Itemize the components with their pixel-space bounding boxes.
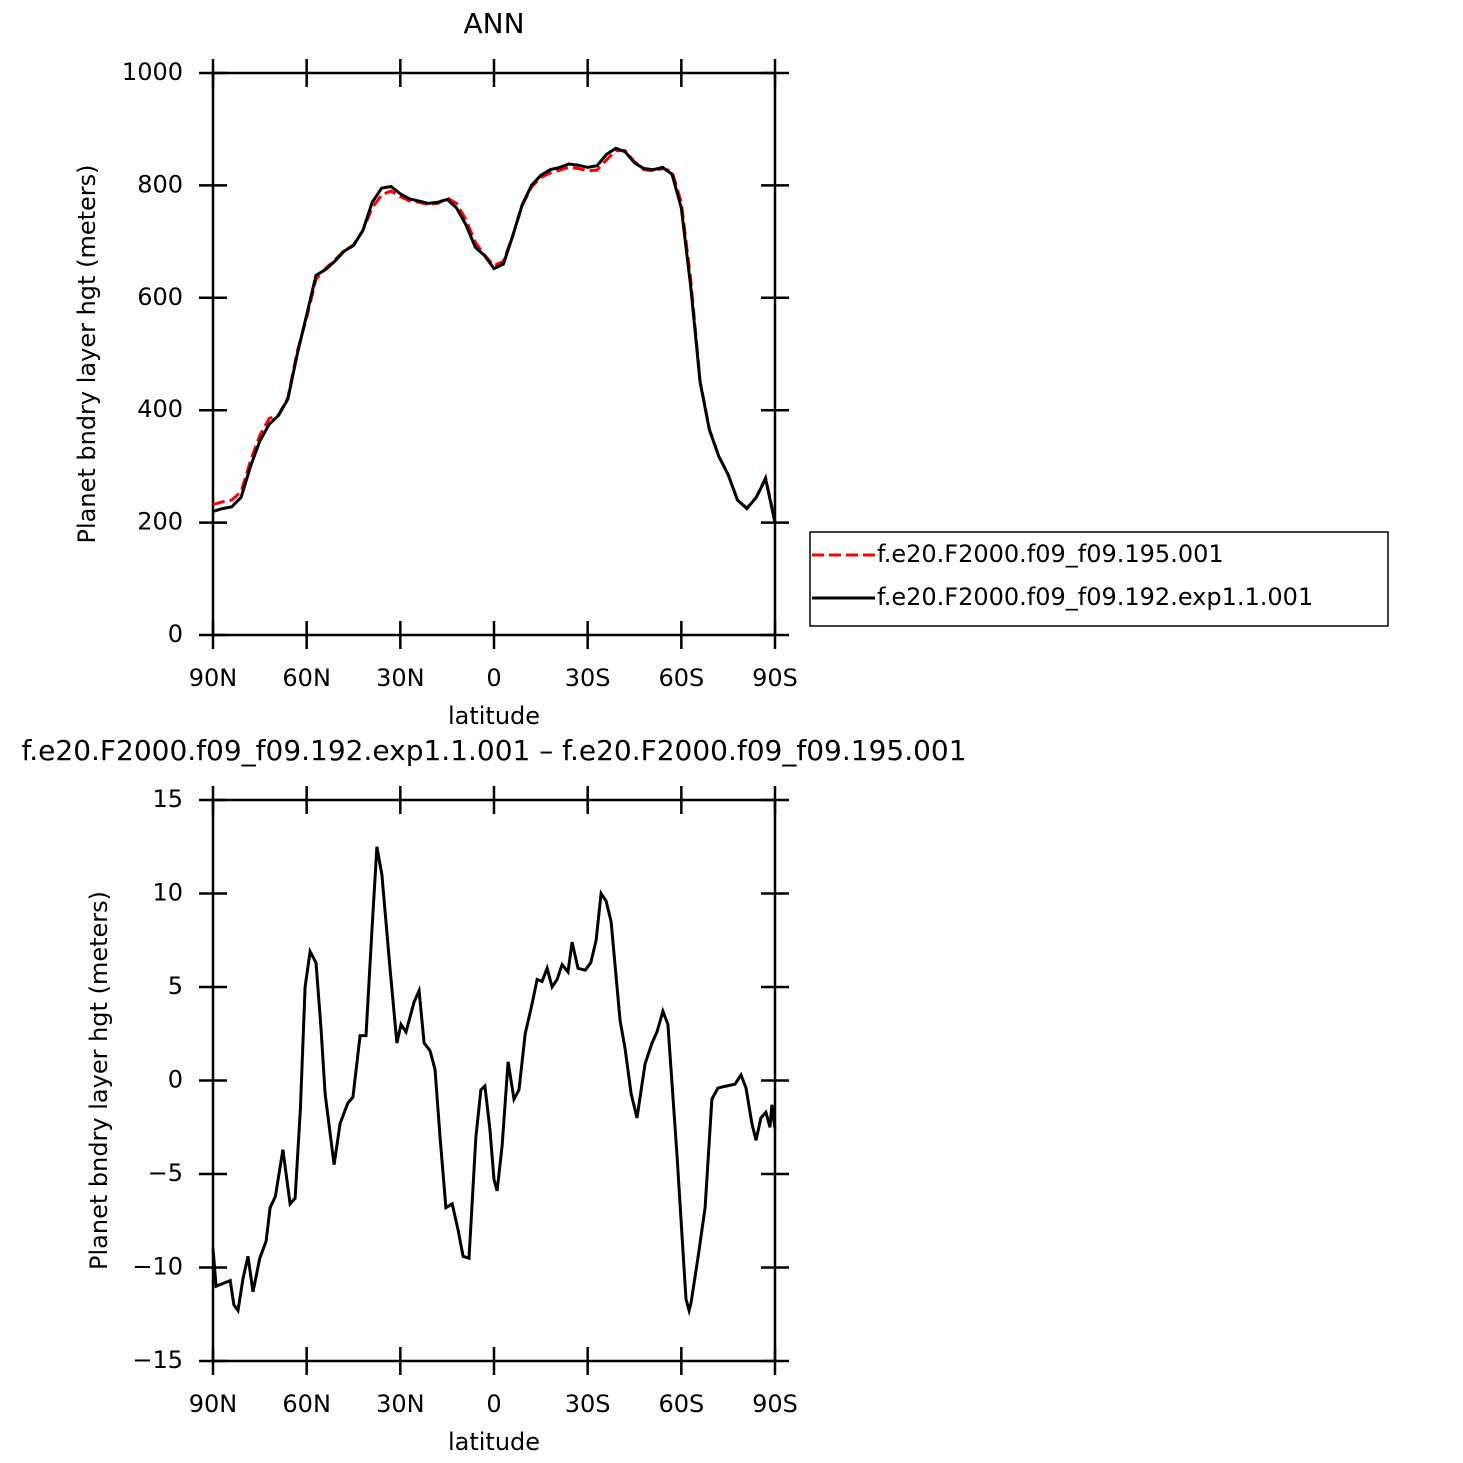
y-tick-label: 800 [137,170,183,198]
y-tick-label: 0 [168,1066,183,1094]
x-tick-label: 60N [282,664,331,692]
y-tick-label: 200 [137,508,183,536]
legend-label: f.e20.F2000.f09_f09.195.001 [877,540,1224,568]
plot-frame [211,798,777,1363]
y-tick-label: 10 [152,879,183,907]
x-tick-label: 60S [658,1390,704,1418]
y-tick-label: 15 [152,785,183,813]
x-axis-label: latitude [448,1428,540,1456]
y-tick-label: 400 [137,395,183,423]
y-axis-label: Planet bndry layer hgt (meters) [85,891,113,1270]
data-line [212,146,777,523]
x-axis-label: latitude [448,702,540,730]
x-tick-label: 90S [752,664,798,692]
data-line [212,149,777,522]
x-tick-label: 90N [189,1390,238,1418]
y-tick-label: −5 [148,1159,183,1187]
x-tick-label: 0 [486,1390,501,1418]
x-tick-label: 90N [189,664,238,692]
y-tick-label: 0 [168,620,183,648]
chart-title: ANN [463,7,524,40]
legend-label: f.e20.F2000.f09_f09.192.exp1.1.001 [877,583,1313,611]
x-tick-label: 30S [565,1390,611,1418]
x-tick-label: 30S [565,664,611,692]
y-axis-label: Planet bndry layer hgt (meters) [73,165,101,544]
x-tick-label: 90S [752,1390,798,1418]
x-tick-label: 0 [486,664,501,692]
y-tick-label: 600 [137,283,183,311]
data-line [211,846,777,1317]
x-tick-label: 60S [658,664,704,692]
x-tick-label: 60N [282,1390,331,1418]
x-tick-label: 30N [376,664,425,692]
y-tick-label: 5 [168,972,183,1000]
y-tick-label: −15 [132,1346,183,1374]
x-tick-label: 30N [376,1390,425,1418]
y-tick-label: −10 [132,1253,183,1281]
legend-box [809,531,1389,627]
y-tick-label: 1000 [122,58,183,86]
chart-title: f.e20.F2000.f09_f09.192.exp1.1.001 – f.e… [21,734,966,767]
